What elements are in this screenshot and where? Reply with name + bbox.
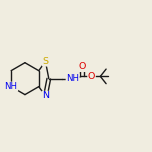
Text: N: N (42, 91, 49, 100)
Text: NH: NH (5, 82, 18, 91)
Text: O: O (88, 72, 95, 81)
Text: O: O (78, 62, 86, 71)
Text: S: S (42, 57, 48, 66)
Text: NH: NH (66, 74, 79, 83)
